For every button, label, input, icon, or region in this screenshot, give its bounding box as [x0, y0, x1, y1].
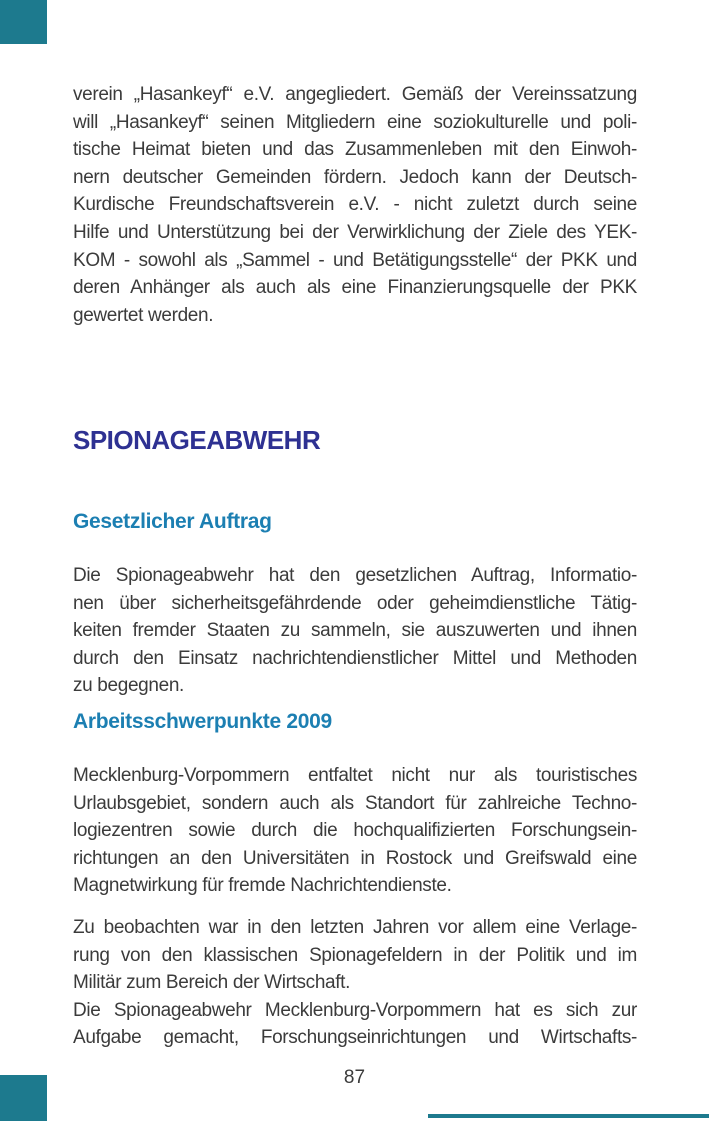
text-line: rung von den klassischen Spionagefeldern… [73, 944, 637, 966]
text-line: Kurdische Freundschaftsverein e.V. - nic… [73, 194, 637, 216]
text-line: Aufgabe gemacht, Forschungseinrichtungen… [73, 1027, 637, 1049]
text-line: Zu beobachten war in den letzten Jahren … [73, 917, 637, 938]
text-line: Urlaubsgebiet, sondern auch als Standort… [73, 792, 637, 814]
text-line: verein „Hasankeyf“ e.V. angegliedert. Ge… [73, 84, 637, 105]
text-line: Magnetwirkung für fremde Nachrichtendien… [73, 875, 452, 897]
text-line: will „Hasankeyf“ seinen Mitgliedern eine… [73, 111, 637, 133]
text-line: tische Heimat bieten und das Zusammenleb… [73, 139, 637, 161]
text-line: nern deutscher Gemeinden fördern. Jedoch… [73, 166, 637, 188]
paragraph-gesetzlicher-auftrag: Die Spionageabwehr hat den gesetzlichen … [73, 562, 637, 700]
text-line: zu begegnen. [73, 675, 184, 697]
text-line: Mecklenburg-Vorpommern entfaltet nicht n… [73, 765, 637, 786]
text-line: richtungen an den Universitäten in Rosto… [73, 847, 637, 869]
paragraph-arbeitsschwerpunkte-1: Mecklenburg-Vorpommern entfaltet nicht n… [73, 762, 637, 900]
text-line: KOM - sowohl als „Sammel - und Betätigun… [73, 249, 637, 271]
text-line: deren Anhänger als auch als eine Finanzi… [73, 277, 637, 299]
text-line: Militär zum Bereich der Wirtschaft. [73, 972, 351, 994]
corner-accent-bottom-left [0, 1075, 47, 1121]
subheading-arbeitsschwerpunkte: Arbeitsschwerpunkte 2009 [73, 710, 332, 733]
paragraph-arbeitsschwerpunkte-2: Zu beobachten war in den letzten Jahren … [73, 914, 637, 1052]
paragraph-hasankeyf: verein „Hasankeyf“ e.V. angegliedert. Ge… [73, 81, 637, 329]
bottom-rule-accent [428, 1114, 709, 1118]
text-line: Hilfe und Unterstützung bei der Verwirkl… [73, 221, 637, 243]
text-line: gewertet werden. [73, 304, 214, 326]
section-title-spionageabwehr: SPIONAGEABWEHR [73, 425, 321, 455]
text-line: durch den Einsatz nachrichtendienstliche… [73, 647, 637, 669]
page-number: 87 [343, 1067, 366, 1088]
text-line: logiezentren sowie durch die hochqualifi… [73, 820, 637, 842]
text-line: keiten fremder Staaten zu sammeln, sie a… [73, 620, 637, 642]
text-line: Die Spionageabwehr Mecklenburg-Vorpommer… [73, 999, 637, 1021]
corner-accent-top-left [0, 0, 47, 44]
text-line: nen über sicherheitsgefährdende oder geh… [73, 592, 637, 614]
subheading-gesetzlicher-auftrag: Gesetzlicher Auftrag [73, 510, 272, 533]
text-line: Die Spionageabwehr hat den gesetzlichen … [73, 565, 637, 586]
